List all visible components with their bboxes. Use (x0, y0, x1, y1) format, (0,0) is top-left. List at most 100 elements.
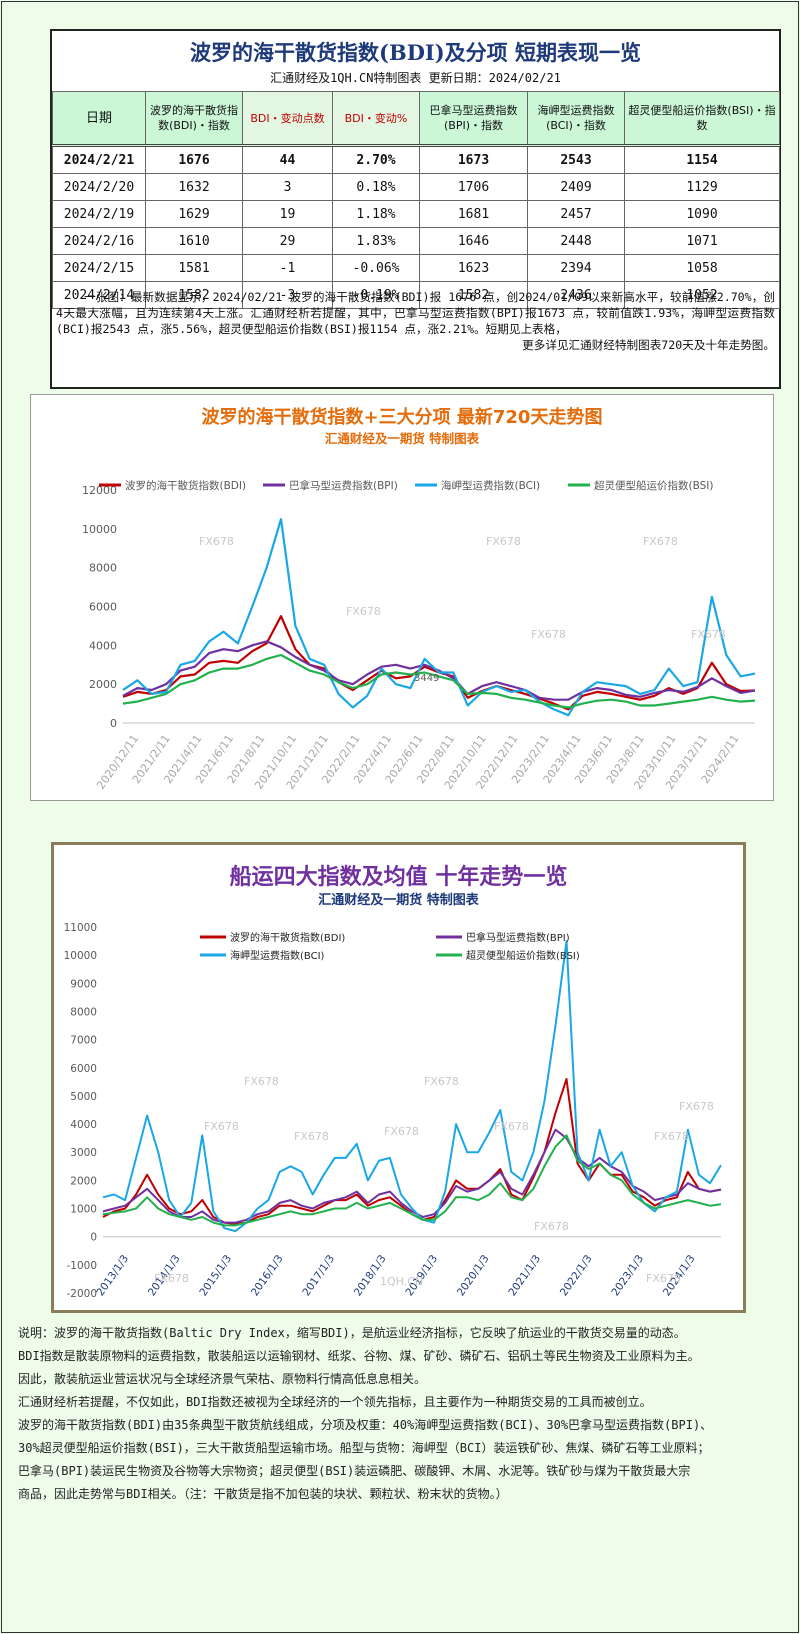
legend-label: 巴拿马型运费指数(BPI) (466, 931, 570, 944)
chart2-svg: -2000 -1000 0 1000 2000 3000 4000 5000 6000 7000 8… (64, 922, 722, 1300)
cell-change-pct: -0.06% (332, 254, 420, 282)
y-tick-label: 6000 (70, 1063, 97, 1075)
cell-bdi: 1632 (145, 173, 243, 201)
x-tick-label: 2015/1/3 (197, 1253, 234, 1299)
series-line (122, 615, 756, 711)
cell-date: 2024/2/21 (52, 144, 146, 174)
y-tick-label: 2000 (70, 1175, 97, 1187)
watermark: 1QH.CN (380, 1275, 423, 1288)
legend-label: 波罗的海干散货指数(BDI) (125, 479, 246, 492)
watermark: FX678 (346, 605, 381, 618)
x-tick-label: 2021/1/3 (506, 1253, 543, 1299)
watermark: FX678 (534, 1220, 569, 1233)
header-bdi-change: BDI・变动点数 (242, 91, 333, 146)
table-row: 2024/2/14 1582 -3 -0.19% 1582 2436 1052 (52, 281, 780, 309)
cell-bpi: 1646 (419, 227, 528, 255)
chart2-title: 船运四大指数及均值 十年走势一览 (229, 865, 568, 890)
cell-bdi: 1582 (145, 281, 243, 309)
cell-bsi: 1071 (624, 227, 780, 255)
cell-change-pct: 0.18% (332, 173, 420, 201)
cell-change: 19 (242, 200, 333, 228)
cell-change: 29 (242, 227, 333, 255)
x-tick-label: 2020/1/3 (455, 1253, 492, 1299)
chart1-annotation: 3449 (414, 673, 439, 684)
cell-date: 2024/2/19 (52, 200, 146, 228)
table-row: 2024/2/15 1581 -1 -0.06% 1623 2394 1058 (52, 254, 780, 282)
x-tick-label: 2020/12/11 (94, 732, 141, 791)
watermark: FX678 (384, 1125, 419, 1138)
header-bci: 海岬型运费指数(BCI)・指数 (527, 91, 625, 146)
x-tick-label: 2023/1/3 (609, 1253, 646, 1299)
series-line (102, 940, 722, 1233)
cell-bci: 2409 (527, 173, 625, 201)
header-bpi: 巴拿马型运费指数(BPI)・指数 (419, 91, 528, 146)
cell-bsi: 1129 (624, 173, 780, 201)
chart-720-days-panel: 波罗的海干散货指数+三大分项 最新720天走势图 汇通财经及一期货 特制图表 0… (30, 394, 774, 801)
legend-label: 波罗的海干散货指数(BDI) (230, 931, 345, 944)
series-line (122, 653, 756, 709)
table-row: 2024/2/21 1676 44 2.70% 1673 2543 1154 (52, 144, 780, 174)
y-tick-label: 5000 (70, 1091, 97, 1103)
chart1-subtitle: 汇通财经及一期货 特制图表 (324, 431, 480, 446)
watermark: FX678 (154, 1272, 189, 1285)
x-tick-label: 2016/1/3 (249, 1253, 286, 1299)
explanation-text: 说明：波罗的海干散货指数(Baltic Dry Index，缩写BDI)，是航运… (18, 1322, 788, 1506)
watermark: FX678 (244, 1075, 279, 1088)
watermark: FX678 (646, 1272, 681, 1285)
cell-change-pct: 2.70% (332, 144, 420, 174)
cell-bsi: 1052 (624, 281, 780, 309)
chart1-title: 波罗的海干散货指数+三大分项 最新720天走势图 (201, 407, 603, 428)
table-note-last: 更多详见汇通财经特制图表720天及十年走势图。 (522, 338, 775, 352)
header-bdi-change-pct: BDI・变动% (332, 91, 420, 146)
chart2-subtitle: 汇通财经及一期货 特制图表 (318, 893, 479, 908)
watermark: FX678 (204, 1120, 239, 1133)
x-tick-label: 2017/1/3 (300, 1253, 337, 1299)
chart1-svg: 0200040006000800010000120002020/12/11202… (82, 479, 756, 792)
header-bsi: 超灵便型船运价指数(BSI)・指数 (624, 91, 780, 146)
y-tick-label: 6000 (89, 601, 117, 614)
table-row: 2024/2/19 1629 19 1.18% 1681 2457 1090 (52, 200, 780, 228)
legend-label: 超灵便型船运价指数(BSI) (466, 949, 580, 962)
series-line (102, 1128, 722, 1224)
table-note: 一张图：最新数据显示，2024/02/21 波罗的海干散货指数(BDI)报 16… (56, 289, 775, 353)
table-row: 2024/2/20 1632 3 0.18% 1706 2409 1129 (52, 173, 780, 201)
cell-change: -1 (242, 254, 333, 282)
cell-change: 3 (242, 173, 333, 201)
y-tick-label: 10000 (64, 950, 97, 962)
y-tick-label: 8000 (70, 1006, 97, 1018)
watermark: FX678 (486, 535, 521, 548)
y-tick-label: -1000 (66, 1260, 97, 1272)
table-note-text: 一张图：最新数据显示，2024/02/21 波罗的海干散货指数(BDI)报 16… (56, 290, 775, 336)
explanation-line: 30%超灵便型船运价指数(BSI)，三大干散货船型运输市场。船型与货物：海岬型（… (18, 1441, 710, 1455)
watermark: FX678 (199, 535, 234, 548)
cell-change: 44 (242, 144, 333, 174)
chart-ten-year-panel: 船运四大指数及均值 十年走势一览 汇通财经及一期货 特制图表 -2000 -100… (51, 842, 746, 1313)
cell-change-pct: 1.83% (332, 227, 420, 255)
cell-change-pct: 1.18% (332, 200, 420, 228)
cell-bpi: 1706 (419, 173, 528, 201)
cell-bsi: 1058 (624, 254, 780, 282)
cell-date: 2024/2/14 (52, 281, 146, 309)
cell-date: 2024/2/15 (52, 254, 146, 282)
explanation-line: 说明：波罗的海干散货指数(Baltic Dry Index，缩写BDI)，是航运… (18, 1326, 686, 1340)
y-tick-label: 0 (110, 717, 117, 730)
cell-bci: 2394 (527, 254, 625, 282)
legend-label: 超灵便型船运价指数(BSI) (594, 479, 713, 492)
y-tick-label: 2000 (89, 678, 117, 691)
y-tick-label: 0 (90, 1232, 97, 1244)
y-tick-label: 8000 (89, 562, 117, 575)
header-bdi: 波罗的海干散货指数(BDI)・指数 (145, 91, 243, 146)
y-tick-label: 9000 (70, 978, 97, 990)
table-subtitle: 汇通财经及1QH.CN特制图表 更新日期：2024/02/21 (270, 71, 561, 85)
watermark: FX678 (679, 1100, 714, 1113)
table-row: 2024/2/16 1610 29 1.83% 1646 2448 1071 (52, 227, 780, 255)
watermark: FX678 (494, 1120, 529, 1133)
x-tick-label: 2013/1/3 (94, 1253, 131, 1299)
table-header-row: 日期 波罗的海干散货指数(BDI)・指数 BDI・变动点数 BDI・变动% 巴拿… (52, 91, 780, 146)
y-tick-label: -2000 (66, 1288, 97, 1300)
watermark: FX678 (643, 535, 678, 548)
explanation-line: 因此，散装航运业营运状况与全球经济景气荣枯、原物料行情高低息息相关。 (18, 1372, 427, 1386)
cell-bpi: 1681 (419, 200, 528, 228)
explanation-line: 汇通财经析若提醒，不仅如此，BDI指数还被视为全球经济的一个领先指标，且主要作为… (18, 1395, 652, 1409)
series-line (102, 1078, 722, 1225)
